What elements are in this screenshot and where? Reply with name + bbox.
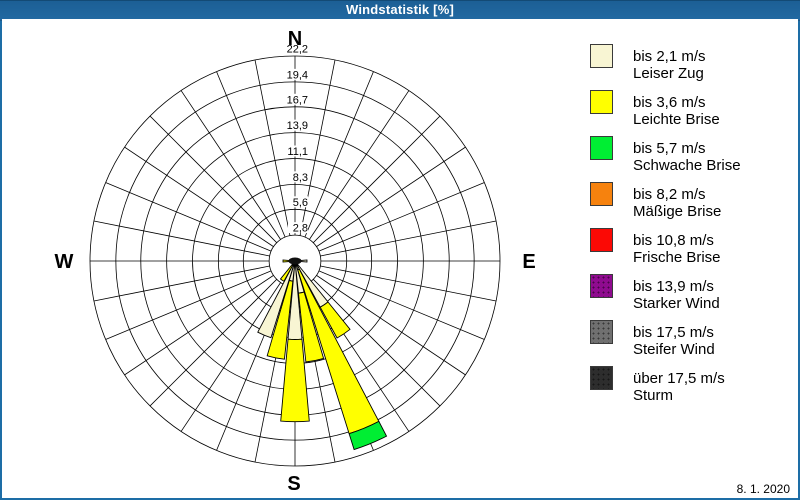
ring-label-bg xyxy=(281,68,308,80)
legend-swatch xyxy=(590,320,613,344)
legend-item: bis 8,2 m/s Mäßige Brise xyxy=(590,182,721,220)
center-dot xyxy=(288,257,302,265)
wind-petal-segment xyxy=(279,263,294,282)
ring-value-label: 13,9 xyxy=(287,120,308,132)
grid-spoke xyxy=(105,270,272,340)
wind-petal-segment xyxy=(280,338,310,423)
legend-speed-label: bis 10,8 m/s xyxy=(633,232,714,249)
ring-value-label: 16,7 xyxy=(287,94,308,106)
grid-spoke xyxy=(93,220,270,257)
wind-petal-segment xyxy=(348,420,388,451)
legend-speed-label: bis 3,6 m/s xyxy=(633,94,706,111)
grid-spoke xyxy=(180,282,281,432)
legend-labels: bis 3,6 m/s Leichte Brise xyxy=(633,94,720,128)
grid-spoke xyxy=(309,90,410,240)
ring-value-label: 2,8 xyxy=(293,223,308,235)
ring-label-bg xyxy=(281,119,308,131)
legend-class-label: Sturm xyxy=(633,387,674,404)
ring-value-label: 22,2 xyxy=(287,44,308,56)
grid-spoke xyxy=(105,182,272,252)
grid-spoke xyxy=(124,275,274,376)
wind-petal-segment xyxy=(266,279,294,360)
legend-item: bis 2,1 m/s Leiser Zug xyxy=(590,44,706,82)
chart-area: 2,8 5,6 8,3 11,1 13,9 16,7 19,4 22,2 N E S W bis 2,… xyxy=(2,19,798,498)
wind-petal-segment xyxy=(257,260,296,339)
legend-labels: über 17,5 m/s Sturm xyxy=(633,370,725,404)
ring-label-bg xyxy=(281,43,308,54)
legend-class-label: Schwache Brise xyxy=(633,157,741,174)
legend-item: bis 13,9 m/s Starker Wind xyxy=(590,274,720,312)
compass-label-w: W xyxy=(55,251,74,273)
grid-spoke xyxy=(312,278,441,407)
grid-spoke xyxy=(149,278,278,407)
legend-swatch xyxy=(590,44,613,68)
ring-label-bg xyxy=(288,222,308,234)
grid-spoke xyxy=(320,265,497,302)
legend-class-label: Mäßige Brise xyxy=(633,203,722,220)
grid-spoke xyxy=(216,71,286,238)
legend-class-label: Starker Wind xyxy=(633,295,720,312)
legend-class-label: Leiser Zug xyxy=(633,65,704,82)
legend-item: bis 10,8 m/s Frische Brise xyxy=(590,228,721,266)
compass-label-s: S xyxy=(287,473,300,495)
grid-spoke xyxy=(149,115,278,243)
grid-spoke xyxy=(316,146,466,247)
wind-petal-segment xyxy=(319,301,351,339)
ring-value-label: 5,6 xyxy=(293,197,308,209)
legend-swatch xyxy=(590,136,613,160)
compass-label-e: E xyxy=(522,251,535,273)
window-title: Windstatistik [%] xyxy=(345,2,454,17)
legend-speed-label: bis 13,9 m/s xyxy=(633,278,714,295)
legend-class-label: Steifer Wind xyxy=(633,341,715,358)
legend-item: über 17,5 m/s Sturm xyxy=(590,366,725,404)
grid-spoke xyxy=(304,71,374,238)
legend-item: bis 5,7 m/s Schwache Brise xyxy=(590,136,741,174)
ring-value-label: 11,1 xyxy=(287,146,308,158)
legend-swatch xyxy=(590,274,613,298)
legend-class-label: Frische Brise xyxy=(633,249,721,266)
legend-speed-label: über 17,5 m/s xyxy=(633,370,725,387)
ring-label-bg xyxy=(288,171,308,183)
legend-speed-label: bis 5,7 m/s xyxy=(633,140,706,157)
legend-labels: bis 8,2 m/s Mäßige Brise xyxy=(633,186,721,220)
legend-labels: bis 13,9 m/s Starker Wind xyxy=(633,278,720,312)
legend-item: bis 17,5 m/s Steifer Wind xyxy=(590,320,715,358)
ring-label-bg xyxy=(288,196,308,208)
legend-labels: bis 10,8 m/s Frische Brise xyxy=(633,232,721,266)
legend-labels: bis 2,1 m/s Leiser Zug xyxy=(633,48,706,82)
wind-petal-segment xyxy=(297,291,325,363)
legend-swatch xyxy=(590,366,613,390)
grid-spoke xyxy=(320,220,497,257)
grid-spoke xyxy=(254,59,291,236)
legend-speed-label: bis 8,2 m/s xyxy=(633,186,706,203)
legend-speed-label: bis 17,5 m/s xyxy=(633,324,714,341)
ring-label-bg xyxy=(281,145,308,157)
legend-labels: bis 5,7 m/s Schwache Brise xyxy=(633,140,741,174)
grid-spoke xyxy=(180,90,281,240)
ring-label-bg xyxy=(281,93,308,105)
legend-speed-label: bis 2,1 m/s xyxy=(633,48,706,65)
ring-value-label: 8,3 xyxy=(293,172,308,184)
grid-spoke xyxy=(316,275,466,376)
grid-spoke xyxy=(93,265,270,302)
legend-swatch xyxy=(590,182,613,206)
grid-spoke xyxy=(312,115,441,243)
compass-label-n: N xyxy=(288,28,302,50)
legend-swatch xyxy=(590,228,613,252)
legend-swatch xyxy=(590,90,613,114)
legend-class-label: Leichte Brise xyxy=(633,111,720,128)
grid-spoke xyxy=(318,270,485,340)
legend-labels: bis 17,5 m/s Steifer Wind xyxy=(633,324,715,358)
grid-spoke xyxy=(124,146,274,247)
ring-value-label: 19,4 xyxy=(287,69,308,81)
date-label: 8. 1. 2020 xyxy=(736,482,790,496)
grid-spoke xyxy=(318,182,485,252)
legend-item: bis 3,6 m/s Leichte Brise xyxy=(590,90,720,128)
